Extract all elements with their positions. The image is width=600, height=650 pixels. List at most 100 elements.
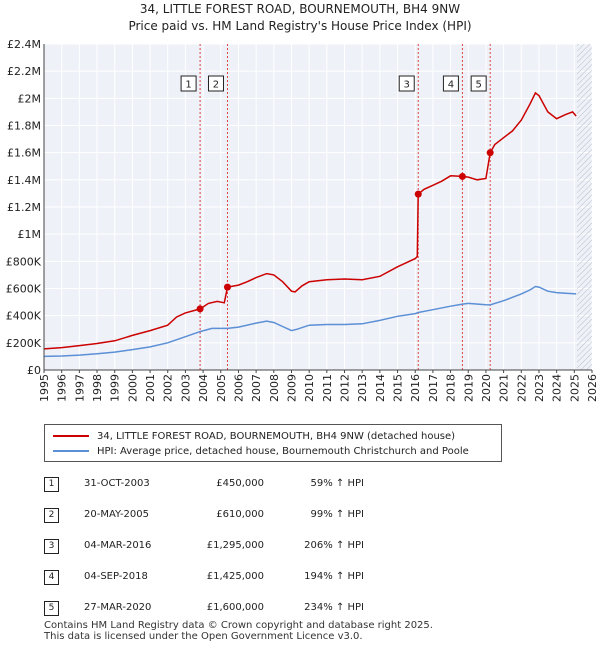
sale-marker-label: 1 [185,80,191,91]
series-line-hpi [43,285,577,358]
sale-date: 27-MAR-2020 [84,602,152,613]
sale-price: £1,600,000 [206,602,264,613]
x-tick-label: 2002 [162,374,175,402]
sale-price: £450,000 [216,478,264,489]
sale-number: 2 [44,508,59,523]
x-tick-label: 1996 [56,374,69,402]
y-tick-label: £2.4M [7,38,41,51]
sale-date: 20-MAY-2005 [84,509,150,520]
x-tick-label: 1995 [38,374,51,402]
table-row: 2 20-MAY-2005 £610,000 99% ↑ HPI [44,505,444,525]
x-tick-label: 2013 [356,374,369,402]
sale-marker-box [180,75,197,92]
x-tick-label: 2018 [445,374,458,402]
sale-marker-label: 3 [404,80,410,91]
x-tick-label: 1999 [109,374,122,402]
footer-licence: This data is licensed under the Open Gov… [44,631,363,642]
x-tick-label: 2010 [303,374,316,402]
sale-date: 31-OCT-2003 [84,478,150,489]
y-tick-label: £0 [27,364,41,377]
x-tick-label: 2009 [285,374,298,402]
legend-swatch-red [53,435,89,437]
price-chart: 1 2 3 4 5 £0 £200K £400K £600K £800K £1M £1.2M £1.4M… [6,38,599,402]
sale-marker-box [442,75,459,92]
x-tick-label: 2016 [409,374,422,402]
footer: Contains HM Land Registry data © Crown c… [44,620,433,642]
sale-marker-box [207,75,224,92]
sale-date: 04-MAR-2016 [84,540,152,551]
legend: 34, LITTLE FOREST ROAD, BOURNEMOUTH, BH4… [44,424,502,462]
x-tick-label: 2008 [268,374,281,402]
sale-point [196,305,204,313]
sale-price: £610,000 [216,509,264,520]
table-row: 1 31-OCT-2003 £450,000 59% ↑ HPI [44,474,444,494]
sale-number: 1 [44,477,59,492]
x-tick-label: 2026 [586,374,599,402]
y-tick-label: £1.6M [7,147,41,160]
x-tick-label: 2021 [498,374,511,402]
y-tick-label: £2M [18,92,42,105]
chart-subtitle: Price paid vs. HM Land Registry's House … [128,19,472,33]
y-tick-label: £1M [18,228,42,241]
x-tick-label: 2001 [144,374,157,402]
x-tick-label: 2023 [533,374,546,402]
x-tick-label: 2006 [232,374,245,402]
sale-hpi: 99% ↑ HPI [310,509,364,520]
sale-hpi: 206% ↑ HPI [304,540,364,551]
sale-marker-box [470,75,487,92]
series-line-property [43,91,577,350]
sale-hpi: 59% ↑ HPI [310,478,364,489]
table-row: 5 27-MAR-2020 £1,600,000 234% ↑ HPI [44,598,444,618]
sale-price: £1,425,000 [206,571,264,582]
legend-label-property: 34, LITTLE FOREST ROAD, BOURNEMOUTH, BH4… [97,430,456,442]
x-tick-label: 2007 [250,374,263,402]
sale-point [458,172,466,180]
legend-swatch-blue [53,450,89,452]
sale-number: 4 [44,570,59,585]
sale-marker-label: 5 [475,80,481,91]
y-tick-label: £400K [6,310,42,323]
y-tick-label: £1.4M [7,174,41,187]
legend-item-hpi: HPI: Average price, detached house, Bour… [53,444,469,458]
sale-number: 3 [44,539,59,554]
sale-date: 04-SEP-2018 [84,571,148,582]
sale-marker-label: 4 [448,80,454,91]
sale-marker-label: 2 [213,80,219,91]
forecast-hatch [576,44,592,370]
x-tick-label: 2011 [321,374,334,402]
table-row: 4 04-SEP-2018 £1,425,000 194% ↑ HPI [44,567,444,587]
sale-hpi: 234% ↑ HPI [304,602,364,613]
x-tick-label: 2015 [392,374,405,402]
footer-copyright: Contains HM Land Registry data © Crown c… [44,620,433,631]
sale-price: £1,295,000 [206,540,264,551]
y-tick-label: £200K [6,337,42,350]
x-tick-label: 2025 [568,374,581,402]
legend-item-property: 34, LITTLE FOREST ROAD, BOURNEMOUTH, BH4… [53,429,455,443]
sale-point [223,283,231,291]
x-tick-label: 2019 [462,374,475,402]
y-tick-label: £2.2M [7,65,41,78]
x-tick-label: 2014 [374,374,387,402]
x-tick-label: 2004 [197,374,210,402]
sale-hpi: 194% ↑ HPI [304,571,364,582]
y-tick-label: £1.8M [7,120,41,133]
x-tick-label: 2000 [126,374,139,402]
x-tick-label: 2005 [215,374,228,402]
y-tick-label: £1.2M [7,201,41,214]
x-tick-label: 2012 [339,374,352,402]
x-tick-label: 1998 [91,374,104,402]
chart-title: 34, LITTLE FOREST ROAD, BOURNEMOUTH, BH4… [139,2,461,16]
x-tick-label: 1997 [73,374,86,402]
x-tick-label: 2017 [427,374,440,402]
sale-marker-box [398,75,415,92]
y-tick-label: £600K [6,283,42,296]
x-tick-label: 2024 [551,374,564,402]
x-tick-label: 2022 [515,374,528,402]
sale-number: 5 [44,601,59,616]
x-tick-label: 2020 [480,374,493,402]
x-tick-label: 2003 [179,374,192,402]
sale-point [486,149,494,157]
y-tick-label: £800K [6,255,42,268]
legend-label-hpi: HPI: Average price, detached house, Bour… [97,445,469,457]
sale-point [414,190,422,198]
